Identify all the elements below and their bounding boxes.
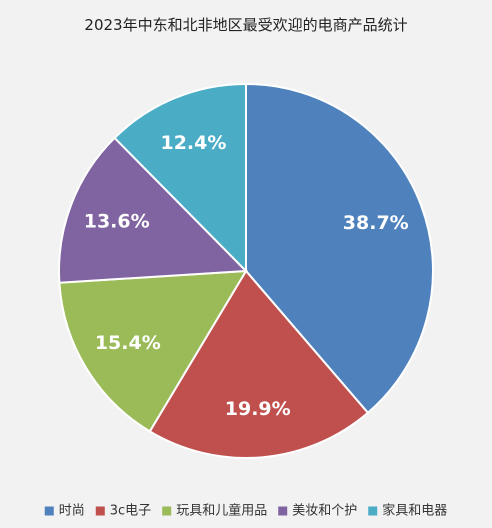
chart-title: 2023年中东和北非地区最受欢迎的电商产品统计	[84, 16, 407, 34]
pie-slice-3	[58, 269, 248, 433]
slice-label-2: 19.9%	[225, 398, 291, 420]
slice-label-4: 13.6%	[84, 211, 150, 233]
slice-label-5: 12.4%	[160, 132, 226, 154]
pie-slice-4	[58, 136, 249, 284]
pie-slice-2	[148, 269, 370, 459]
legend-item-5: 家具和电器	[368, 503, 447, 519]
legend-swatch	[162, 506, 172, 516]
legend-item-3: 玩具和儿童用品	[162, 503, 267, 519]
legend-label: 3c电子	[110, 504, 151, 519]
legend-swatch	[44, 506, 54, 516]
pie-slices	[58, 82, 434, 459]
legend-label: 家具和电器	[382, 503, 447, 519]
legend-item-4: 美妆和个护	[278, 504, 357, 519]
legend-label: 玩具和儿童用品	[176, 503, 267, 519]
legend-label: 时尚	[59, 504, 85, 519]
slice-label-3: 15.4%	[95, 332, 161, 354]
slice-labels: 38.7% 19.9% 15.4% 13.6% 12.4%	[84, 132, 409, 420]
legend-label: 美妆和个护	[292, 504, 357, 519]
legend-swatch	[368, 506, 378, 516]
legend-item-2: 3c电子	[95, 504, 151, 519]
slice-label-1: 38.7%	[343, 212, 409, 234]
legend-swatch	[278, 506, 288, 516]
pie-slice-1	[245, 82, 434, 415]
legend-swatch	[95, 506, 105, 516]
legend-item-1: 时尚	[44, 504, 85, 519]
legend: 时尚 3c电子 玩具和儿童用品 美妆和个护 家具和电器	[44, 503, 447, 519]
pie-slice-5	[113, 82, 247, 274]
